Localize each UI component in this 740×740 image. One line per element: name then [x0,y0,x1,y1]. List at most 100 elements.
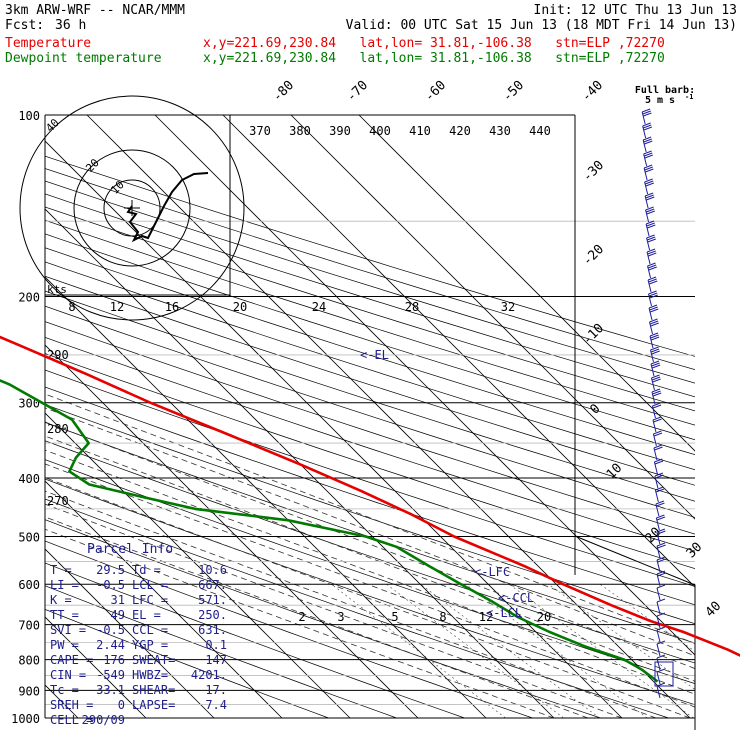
parcel-value: 147 [205,653,227,667]
mixing-ratio-top-label: 20 [233,300,247,314]
wind-barb-flag [655,488,665,493]
parcel-label: SREH = [50,698,93,712]
parcel-label: Td = [132,563,161,577]
wind-barb-flag [647,250,656,255]
parcel-label: LI = [50,578,79,592]
isotherm-label: 20 [643,525,665,547]
parcel-label: CIN = [50,668,86,682]
parcel-value: 667. [198,578,227,592]
parcel-info-panel: Parcel Info T = 29.5 Td = 10.6 LI = -0.5 LCL =… [50,542,227,727]
mixing-ratio-label: 20 [537,610,551,624]
isotherm-label: 0 [587,401,603,417]
wind-barb-flag [649,306,658,311]
parcel-value: 49 [111,608,125,622]
wind-barb-flag [644,154,654,159]
isotherm-label: 30 [684,540,706,562]
parcel-value: 33.1 [96,683,125,697]
wind-barb [656,587,661,601]
pressure-tick-label: 500 [18,530,40,544]
forecast-label: Fcst: [5,18,45,33]
parcel-value: 4201. [191,668,227,682]
parcel-value: -549 [96,668,125,682]
wind-barb [654,475,659,489]
moist-adiabat [45,490,657,719]
isotherm-label: -60 [422,78,449,105]
parcel-label: CELL = [50,713,93,727]
wind-barb-flag [654,460,664,465]
hodograph-ring-label: 40 [43,116,62,135]
wind-barb-flag [641,108,651,113]
wind-barb-flag [656,542,666,547]
wind-barb-flag [645,182,654,187]
wind-barb [652,433,657,447]
wind-barb-flag [647,224,656,229]
wind-barb-flag [645,168,654,173]
wind-barb-flag [643,164,653,169]
parcel-label: LAPSE= [132,698,175,712]
wind-barb-flag [652,404,662,409]
parcel-value: 250. [198,608,227,622]
mixing-ratio-top-label: 12 [110,300,124,314]
pressure-tick-label: 200 [18,291,40,305]
mixing-ratio-label: 8 [439,610,446,624]
wind-barb [655,503,660,517]
mixing-ratio-label: 12 [479,610,493,624]
theta-e-label: 410 [409,124,431,138]
wind-barb-flag [646,196,655,201]
dry-adiabat [45,519,601,719]
wind-barb [645,223,650,237]
wind-barb-flag [648,290,657,295]
wind-barb [656,657,661,671]
wind-barb-flag [650,348,660,353]
parcel-value: 176 [103,653,125,667]
parcel-label: SHEAR= [132,683,175,697]
wind-barb [643,153,648,167]
wind-barb-flag [643,112,652,117]
el-marker: <-EL [360,348,389,362]
wind-barb-flag [649,318,658,323]
parcel-value: -0.5 [96,623,125,637]
wind-barb-flag [651,350,660,355]
theta-e-label: 440 [529,124,551,138]
pressure-tick-label: 300 [18,397,40,411]
wind-barb-flag [651,362,660,367]
wind-barb [654,489,659,503]
wind-barb-flag [642,122,651,127]
dewpoint-profile [0,379,659,683]
isotherm [358,115,695,452]
theta-e-label: 420 [449,124,471,138]
valid-time: Valid: 00 UTC Sat 15 Jun 13 (18 MDT Fri … [345,18,737,33]
model-title: 3km ARW-WRF -- NCAR/MMM [5,3,186,18]
parcel-value: 7.4 [205,698,227,712]
wind-barb-flag [649,280,658,285]
init-time: Init: 12 UTC Thu 13 Jun 13 [533,3,738,18]
wind-barb [646,237,651,251]
wind-barb [651,405,656,419]
wind-barb [656,545,661,559]
mixing-ratio-label: 3 [337,610,344,624]
theta-e-label: 390 [329,124,351,138]
barb-legend-line1: Full barb: [635,85,695,96]
barb-legend-exponent: -1 [685,93,693,101]
isotherm [45,480,283,719]
hodograph-ring-40 [19,95,245,321]
wind-barb-flag [642,110,651,115]
wind-barb [656,573,661,587]
barb-legend-line2: 5 m s [645,95,675,106]
parcel-value: 17. [205,683,227,697]
wind-barb-flag [656,640,666,645]
parcel-value: 0.1 [205,638,227,652]
wind-barb-flag [654,446,663,451]
isotherm [45,412,351,719]
wind-barb-flag [656,528,666,533]
pressure-tick-label: 700 [18,619,40,633]
wind-barb [652,419,657,433]
wind-barb [656,629,661,643]
wind-barb [656,685,661,699]
wind-barb [649,335,654,349]
wind-barb-flag [654,458,663,463]
lfc-marker: <-LFC [474,565,510,579]
wind-barb-flag [646,210,655,215]
temperature-profile [0,335,740,657]
